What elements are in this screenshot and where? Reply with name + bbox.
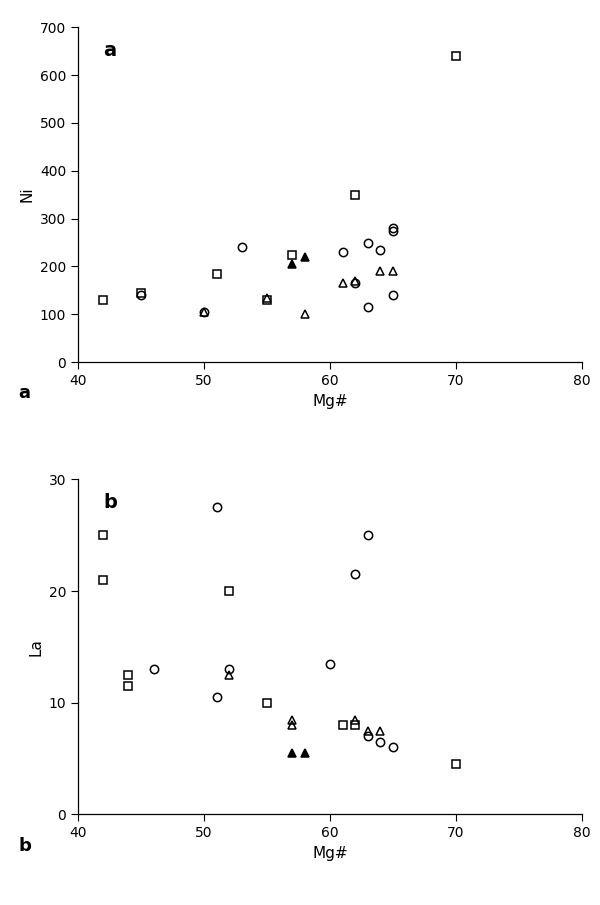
Y-axis label: La: La	[28, 638, 43, 656]
Text: b: b	[18, 837, 31, 854]
Text: a: a	[18, 385, 30, 403]
X-axis label: Mg#: Mg#	[312, 394, 348, 408]
Text: a: a	[103, 41, 116, 60]
Y-axis label: Ni: Ni	[19, 186, 34, 203]
X-axis label: Mg#: Mg#	[312, 846, 348, 861]
Text: b: b	[103, 493, 117, 512]
